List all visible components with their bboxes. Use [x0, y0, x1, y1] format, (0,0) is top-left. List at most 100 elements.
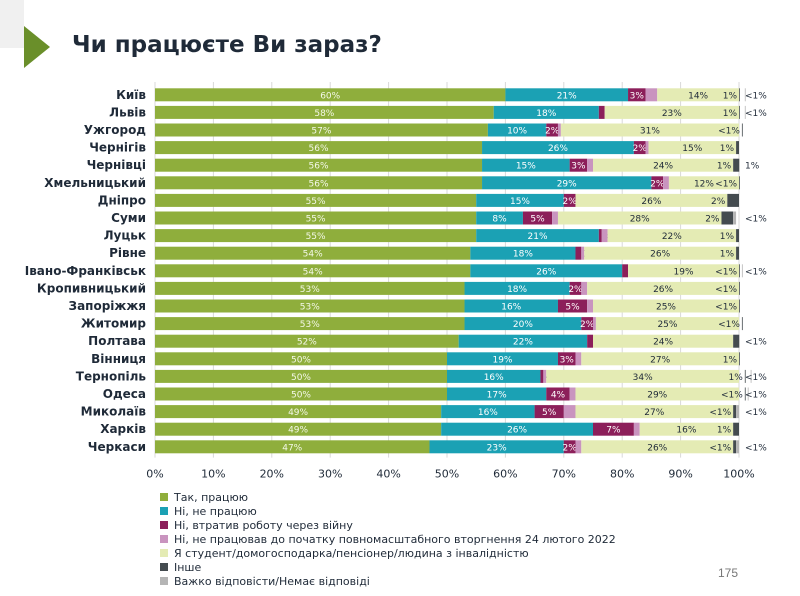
- bar-segment: [739, 264, 740, 278]
- data-label: 5%: [530, 215, 545, 225]
- bar-segment: [587, 334, 593, 348]
- legend-swatch: [160, 549, 168, 557]
- data-label: 58%: [314, 109, 334, 119]
- bar-segment: [155, 440, 430, 454]
- bar-segment: [447, 387, 547, 401]
- data-label: 26%: [536, 267, 556, 277]
- data-label: 10%: [507, 127, 527, 137]
- bar-segment: [581, 246, 585, 260]
- bar-segment: [593, 317, 596, 331]
- data-label: 1%: [720, 232, 735, 242]
- x-tick-label: 60%: [493, 468, 517, 481]
- data-label: <1%: [709, 443, 731, 453]
- legend-label: Ні, не працював до початку повномасштабн…: [174, 532, 616, 546]
- bar-segment: [587, 281, 739, 295]
- data-label: 1%: [717, 162, 732, 172]
- data-label: 26%: [641, 197, 661, 207]
- data-label: 1%: [723, 109, 738, 119]
- bar-segment: [155, 369, 447, 383]
- data-label: 55%: [306, 232, 326, 242]
- data-label: 15%: [682, 144, 702, 154]
- bar-segment: [470, 264, 623, 278]
- bar-segment: [739, 88, 740, 102]
- bar-segment: [601, 229, 608, 243]
- bar-segment: [155, 352, 447, 366]
- bar-segment: [639, 422, 734, 436]
- data-label: 2%: [711, 197, 726, 207]
- bar-segment: [563, 193, 576, 207]
- data-label: 24%: [653, 338, 673, 348]
- bar-segment: [557, 352, 576, 366]
- bar-segment: [560, 123, 739, 137]
- bar-segment: [155, 334, 459, 348]
- data-label: 18%: [507, 285, 527, 295]
- data-label: <1%: [709, 408, 731, 418]
- data-label: 56%: [309, 179, 329, 189]
- bar-segment: [534, 405, 564, 419]
- data-label: 3%: [571, 162, 586, 172]
- data-label: <1%: [715, 303, 737, 313]
- bar-segment: [581, 352, 739, 366]
- bar-segment: [155, 88, 506, 102]
- bar-segment: [645, 141, 649, 155]
- bar-segment: [739, 299, 740, 313]
- legend-label: Ні, втратив роботу через війну: [174, 518, 353, 532]
- bar-segment: [744, 387, 746, 401]
- x-tick-label: 100%: [723, 468, 754, 481]
- data-label: 24%: [653, 162, 673, 172]
- bar-segment: [721, 211, 734, 225]
- bar-segment: [739, 105, 740, 119]
- bar-segment: [645, 88, 658, 102]
- bar-segment: [563, 440, 576, 454]
- bar-segment: [604, 105, 739, 119]
- bar-segment: [557, 123, 561, 137]
- bar-segment: [464, 299, 558, 313]
- chart-legend: Так, працюю Ні, не працюю Ні, втратив робо…: [160, 490, 616, 588]
- bar-segment: [476, 229, 599, 243]
- data-label: <1%: [745, 408, 767, 418]
- data-label: 1%: [723, 355, 738, 365]
- data-label: <1%: [745, 373, 767, 383]
- data-label: 3%: [630, 91, 645, 101]
- bar-segment: [593, 422, 634, 436]
- bar-segment: [505, 88, 629, 102]
- x-tick-label: 50%: [435, 468, 459, 481]
- data-label: <1%: [745, 443, 767, 453]
- data-label: 54%: [303, 267, 323, 277]
- data-label: 17%: [487, 391, 507, 401]
- bar-segment: [155, 176, 483, 190]
- data-label: 1%: [717, 426, 732, 436]
- bar-segment: [744, 369, 746, 383]
- data-label: 12%: [694, 179, 714, 189]
- data-label: 49%: [288, 426, 308, 436]
- bar-segment: [563, 405, 576, 419]
- bar-segment: [569, 281, 582, 295]
- data-label: 1%: [720, 144, 735, 154]
- category-label: Черкаси: [88, 440, 146, 454]
- bar-segment: [622, 264, 629, 278]
- bar-segment: [733, 422, 739, 436]
- x-tick-label: 30%: [318, 468, 342, 481]
- legend-swatch: [160, 521, 168, 529]
- data-label: 18%: [536, 109, 556, 119]
- legend-label: Інше: [174, 560, 202, 574]
- bar-segment: [429, 440, 564, 454]
- data-label: <1%: [745, 267, 767, 277]
- page-title: Чи працюєте Ви зараз?: [72, 32, 382, 58]
- bar-segment: [736, 246, 739, 260]
- bar-segment: [587, 299, 593, 313]
- legend-swatch: [160, 563, 168, 571]
- data-label: 14%: [688, 91, 708, 101]
- bar-segment: [607, 229, 737, 243]
- category-label: Чернівці: [87, 158, 146, 172]
- data-label: 50%: [291, 391, 311, 401]
- data-label: 27%: [650, 355, 670, 365]
- bar-segment: [155, 317, 465, 331]
- x-tick-label: 70%: [552, 468, 576, 481]
- category-label: Дніпро: [98, 193, 146, 207]
- data-label: <1%: [745, 91, 767, 101]
- bar-segment: [540, 369, 544, 383]
- bar-segment: [739, 158, 740, 172]
- category-label: Одеса: [103, 387, 146, 401]
- data-label: <1%: [718, 127, 740, 137]
